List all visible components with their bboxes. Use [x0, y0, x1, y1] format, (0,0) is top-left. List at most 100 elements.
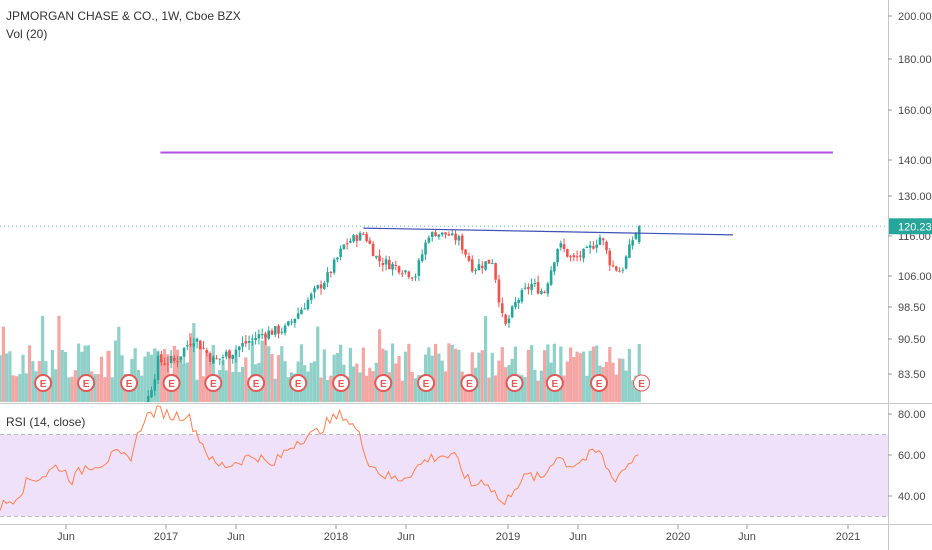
volume-bar [93, 374, 97, 402]
candle-body [595, 244, 598, 248]
trend-line[interactable] [363, 227, 733, 236]
candle-body [391, 263, 394, 270]
volume-bar [221, 360, 225, 402]
earnings-marker-circle [120, 374, 139, 392]
candle-body [500, 303, 504, 313]
candle-body [218, 358, 222, 360]
earnings-marker-circle [332, 374, 351, 392]
earnings-marker[interactable]: E [247, 374, 266, 392]
candle-body [562, 244, 566, 250]
candle-body [530, 283, 533, 290]
earnings-marker[interactable]: E [34, 374, 53, 392]
volume-bar [364, 375, 369, 402]
earnings-marker[interactable]: E [633, 374, 651, 392]
candle-body [424, 242, 427, 255]
candle-body [368, 240, 372, 244]
volume-bar [608, 347, 612, 402]
time-tick-label: Jun [227, 531, 245, 543]
volume-bar [585, 375, 589, 402]
candle-body [520, 290, 524, 302]
earnings-marker[interactable]: E [204, 374, 223, 392]
volume-bar [18, 374, 22, 402]
volume-bar [433, 343, 438, 402]
volume-bar [21, 354, 25, 402]
volume-bar [440, 360, 444, 402]
earnings-marker-label: E [295, 379, 302, 390]
candle-body [186, 345, 189, 347]
volume-bar [450, 344, 454, 402]
earnings-marker[interactable]: E [460, 374, 479, 392]
volume-bar [260, 340, 264, 402]
candle-body [192, 343, 196, 347]
earnings-marker[interactable]: E [545, 374, 564, 392]
volume-bar [263, 332, 268, 402]
candle-body [153, 379, 157, 391]
candle-body [283, 325, 287, 333]
candle-body [615, 266, 618, 271]
volume-bar [47, 377, 51, 402]
volume-bar [413, 378, 418, 402]
volume-bar [227, 351, 232, 402]
candle-body [221, 357, 225, 359]
volume-bar [568, 347, 573, 402]
candle-body [546, 283, 550, 294]
candle-body [410, 277, 414, 279]
volume-bar [588, 350, 592, 402]
volume-bar [546, 344, 550, 402]
volume-bar [437, 353, 441, 402]
volume-bar [483, 316, 488, 402]
volume-bar [133, 348, 137, 402]
earnings-marker-label: E [511, 379, 518, 390]
candle-body [490, 263, 494, 265]
earnings-marker[interactable]: E [332, 374, 351, 392]
candle-body [588, 245, 592, 248]
candle-body [484, 261, 487, 270]
earnings-marker[interactable]: E [374, 374, 393, 392]
earnings-marker[interactable]: E [77, 374, 96, 392]
volume-bar [103, 377, 107, 402]
earnings-marker-circle [162, 374, 181, 392]
price-tick-label: 130.00 [898, 191, 932, 203]
earnings-marker-circle [204, 374, 223, 392]
candle-body [460, 235, 464, 250]
earnings-marker[interactable]: E [120, 374, 139, 392]
earnings-marker[interactable]: E [289, 374, 308, 392]
earnings-marker[interactable]: E [162, 374, 181, 392]
volume-bar [1, 326, 5, 402]
earnings-marker[interactable]: E [505, 374, 524, 392]
volume-bar [497, 360, 501, 402]
candle-body [163, 363, 166, 365]
earnings-marker-label: E [466, 379, 473, 390]
earnings-marker[interactable]: E [590, 374, 609, 392]
candle-body [494, 263, 497, 280]
volume-bar [578, 353, 582, 402]
candle-body [287, 321, 290, 326]
volume-bar [339, 344, 343, 402]
volume-bar [86, 345, 91, 402]
axes: 200.00180.00160.00140.00130.00116.00106.… [57, 11, 932, 543]
candle-body [332, 259, 336, 273]
volume-bar [539, 370, 543, 402]
candle-body [637, 226, 641, 242]
earnings-marker-circle [545, 374, 564, 392]
candle-body [397, 266, 401, 273]
candle-body [618, 271, 621, 273]
candle-body [208, 353, 212, 363]
volume-bar [352, 366, 356, 402]
volume-bar [146, 351, 150, 402]
volume-bar [205, 350, 209, 402]
volume-bar [41, 315, 45, 402]
earnings-marker-label: E [168, 379, 175, 390]
volume-bar [8, 351, 12, 402]
candle-body [536, 282, 540, 294]
candle-body [585, 247, 589, 249]
candle-body [345, 243, 349, 245]
volume-bar [559, 346, 563, 402]
earnings-marker[interactable]: E [417, 374, 436, 392]
volume-bar [11, 375, 15, 402]
candle-body [447, 234, 451, 236]
volume-bar [453, 348, 458, 402]
candle-body [244, 341, 248, 344]
